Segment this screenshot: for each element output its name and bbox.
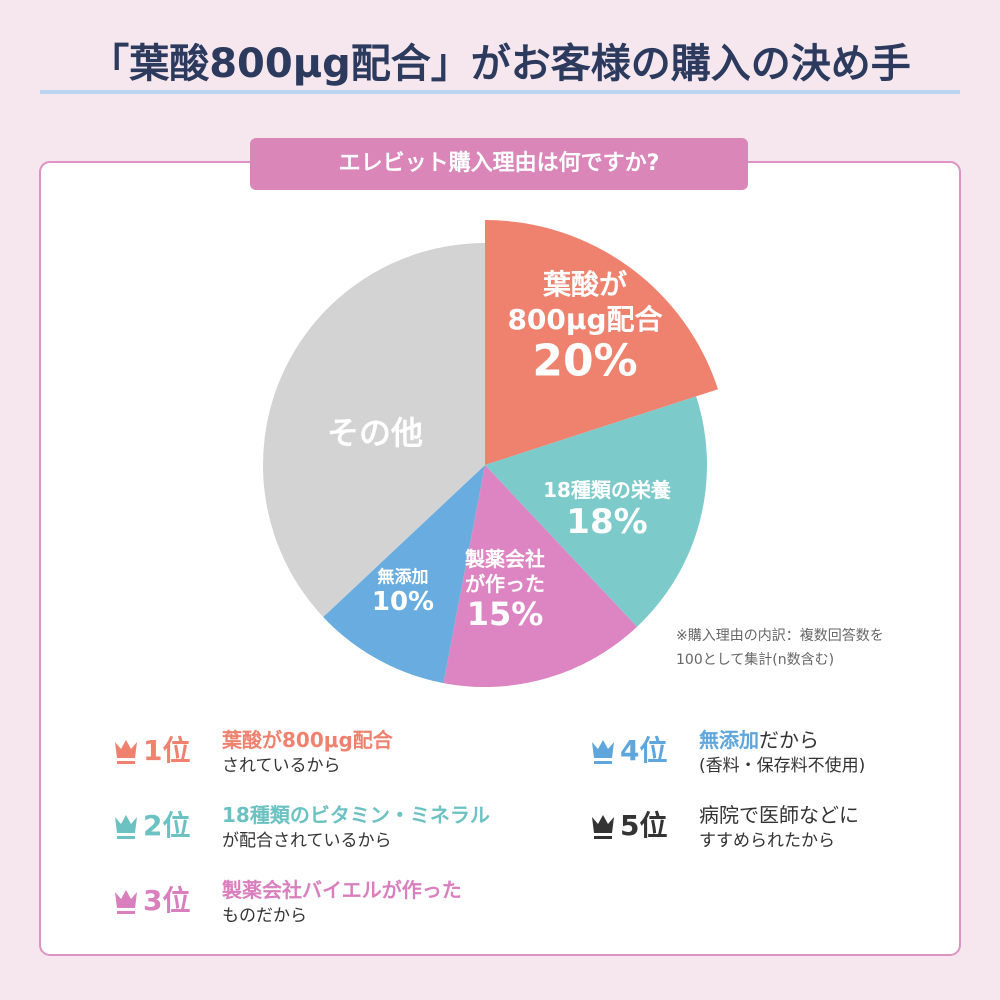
- slice-value: 15%: [467, 595, 544, 633]
- rank-label: 3位: [143, 884, 190, 917]
- crown-icon: [115, 815, 137, 839]
- crown-icon: [592, 815, 614, 839]
- rank-reason-part: 病院で医師などに: [699, 803, 859, 827]
- rank-reason-line2: (香料・保存料不使用): [699, 755, 865, 776]
- slice-value: 18%: [566, 502, 647, 542]
- slice-label: 800μg配合: [507, 303, 663, 336]
- note: ※購入理由の内訳：複数回答数を: [676, 627, 884, 644]
- slice-label: 18種類の栄養: [543, 478, 672, 502]
- page-title: 「葉酸800μg配合」がお客様の購入の決め手: [89, 41, 911, 87]
- rank-reason-line2: が配合されているから: [222, 831, 392, 851]
- crown-icon: [115, 740, 137, 764]
- title-underline: [40, 90, 960, 94]
- question-badge: [250, 138, 748, 190]
- rank-reason: 無添加だから: [699, 728, 819, 752]
- question: エレビット購入理由は何ですか?: [339, 150, 660, 176]
- slice-label: 無添加: [378, 566, 429, 587]
- pie-slice: [485, 220, 719, 465]
- rank-reason-part: だから: [759, 728, 819, 752]
- rank-label: 4位: [620, 734, 667, 767]
- pie-slice: [323, 465, 485, 684]
- crown-icon: [115, 890, 137, 914]
- rank-reason-line2: ものだから: [222, 906, 307, 926]
- slice-value: 10%: [372, 587, 434, 617]
- note: 100として集計(n数含む): [676, 651, 834, 668]
- crown-icon: [592, 740, 614, 764]
- rank-reason-line2: すすめられたから: [699, 831, 835, 851]
- slice-label: 製薬会社: [465, 547, 545, 571]
- slice-label: 葉酸が: [542, 268, 627, 301]
- slice-value: 20%: [532, 335, 637, 386]
- rank-reason-part: 無添加: [699, 728, 759, 752]
- rank-reason: 葉酸が800μg配合: [221, 728, 394, 752]
- pie-slice: [443, 465, 637, 687]
- rank-label: 5位: [620, 809, 667, 842]
- slice-label: が作った: [465, 572, 545, 596]
- rank-reason-line2: されているから: [222, 756, 341, 776]
- rank-reason-part: 製薬会社バイエルが作った: [222, 878, 462, 902]
- rank-reason-part: 葉酸が800μg配合: [221, 728, 394, 752]
- rank-reason: 18種類のビタミン・ミネラル: [222, 803, 490, 827]
- pie-slice: [262, 243, 485, 617]
- rank-reason: 製薬会社バイエルが作った: [222, 878, 462, 902]
- pie-slice: [485, 396, 707, 627]
- slice-label: その他: [327, 414, 423, 452]
- rank-label: 1位: [143, 734, 190, 767]
- rank-reason-part: 18種類のビタミン・ミネラル: [222, 803, 490, 827]
- rank-reason: 病院で医師などに: [699, 803, 859, 827]
- rank-label: 2位: [143, 809, 190, 842]
